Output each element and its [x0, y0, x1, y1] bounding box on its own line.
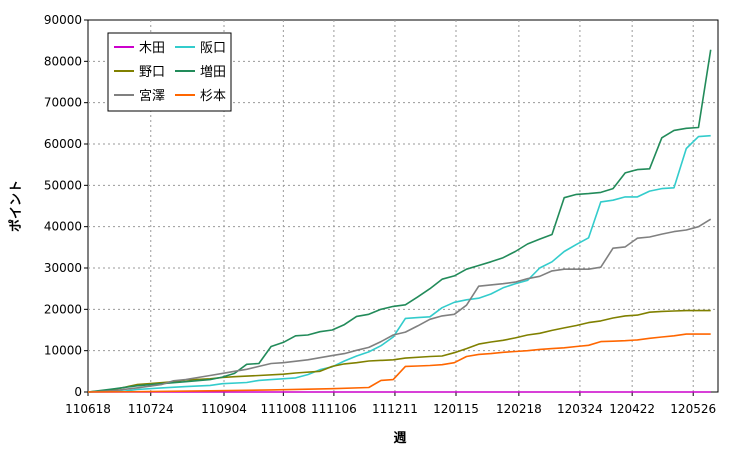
y-tick-label: 20000: [44, 302, 82, 316]
x-tick-label: 120422: [609, 402, 655, 416]
legend-label: 木田: [139, 41, 165, 56]
y-tick-label: 40000: [44, 220, 82, 234]
y-tick-label: 30000: [44, 261, 82, 275]
x-tick-label: 120115: [433, 402, 479, 416]
legend-label: 野口: [139, 65, 165, 80]
x-tick-label: 120218: [496, 402, 542, 416]
x-tick-label: 120526: [670, 402, 716, 416]
x-tick-label: 111008: [260, 402, 306, 416]
y-tick-label: 0: [74, 385, 82, 399]
y-tick-labels: 0 10000 20000 30000 40000 50000 60000 70000 8000…: [44, 13, 88, 399]
x-tick-label: 110724: [128, 402, 174, 416]
x-tick-label: 111211: [372, 402, 418, 416]
y-tick-label: 80000: [44, 54, 82, 68]
legend-label: 増田: [200, 65, 226, 80]
y-tick-label: 60000: [44, 137, 82, 151]
y-tick-label: 50000: [44, 178, 82, 192]
series-line: [87, 218, 712, 393]
series-line: [87, 49, 712, 393]
x-tick-label: 110904: [201, 402, 247, 416]
series-lines: [87, 49, 712, 393]
x-axis-label: 週: [393, 431, 406, 446]
y-tick-label: 10000: [44, 344, 82, 358]
legend-label: 杉本: [200, 89, 226, 104]
y-axis-label: ポイント: [8, 180, 24, 232]
legend-label: 阪口: [200, 41, 226, 56]
legend-label: 宮澤: [139, 88, 165, 104]
x-tick-labels: 110618 110724 110904 111008 111106 111211 1201…: [65, 392, 716, 416]
x-tick-label: 111106: [311, 402, 357, 416]
series-line: [87, 333, 711, 393]
x-tick-label: 110618: [65, 402, 111, 416]
y-tick-label: 70000: [44, 96, 82, 110]
series-line: [87, 134, 711, 393]
x-tick-label: 120324: [557, 402, 603, 416]
y-tick-label: 90000: [44, 13, 82, 27]
